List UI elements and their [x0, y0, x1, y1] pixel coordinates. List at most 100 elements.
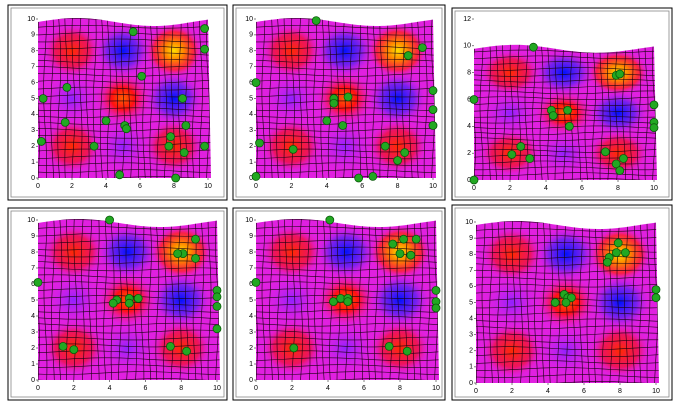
mesh-line — [38, 114, 211, 118]
mesh-line — [476, 339, 659, 344]
mesh-line — [38, 169, 211, 173]
mesh-line — [366, 219, 371, 380]
y-tick-label: 2 — [31, 345, 35, 352]
mesh-line — [38, 232, 220, 237]
mesh-line — [38, 162, 211, 167]
y-tick-label: 5 — [249, 297, 253, 304]
mesh-line — [476, 374, 659, 378]
x-tick-label: 8 — [398, 385, 402, 392]
y-tick-label: 3 — [249, 329, 253, 336]
mesh-line — [541, 221, 546, 383]
point — [615, 166, 625, 176]
mesh-line — [256, 371, 439, 375]
point — [411, 234, 421, 244]
mesh-line — [532, 44, 536, 180]
surface-blob — [43, 71, 101, 126]
point — [124, 298, 134, 308]
y-tick-label: 0 — [249, 377, 253, 384]
y-tick-label: 1 — [249, 361, 253, 368]
mesh-line — [321, 219, 326, 380]
x-tick-label: 0 — [472, 185, 476, 192]
point — [212, 301, 222, 311]
y-tick-label: 10 — [245, 16, 253, 23]
mesh-line — [474, 44, 476, 180]
mesh-line — [38, 219, 40, 380]
y-tick-label: 0 — [31, 175, 35, 182]
mesh-line — [256, 45, 436, 50]
mesh-line — [38, 288, 220, 292]
x-tick-label: 4 — [104, 183, 108, 190]
point — [399, 234, 409, 244]
x-tick-label: 6 — [580, 185, 584, 192]
mesh-line — [474, 178, 657, 180]
x-tick-label: 0 — [254, 385, 258, 392]
y-tick-label: 0 — [31, 377, 35, 384]
surface-blob — [533, 130, 595, 176]
panel-frame-inner — [235, 7, 443, 198]
point — [181, 121, 191, 130]
point — [516, 142, 526, 151]
surface-blob — [535, 323, 597, 379]
mesh-line — [256, 343, 439, 348]
surface-blob — [481, 323, 543, 379]
mesh-line — [476, 235, 659, 239]
panel-frame-inner — [10, 210, 225, 398]
mesh-line — [114, 18, 118, 179]
mesh-line — [256, 364, 439, 368]
point — [619, 154, 628, 163]
point — [567, 293, 576, 303]
mesh-line — [474, 137, 657, 141]
mesh-line — [474, 78, 657, 83]
y-tick-label: 7 — [31, 64, 35, 71]
mesh-line — [476, 269, 659, 274]
mesh-line — [305, 18, 310, 179]
mesh-line — [329, 219, 333, 380]
mesh-line — [476, 221, 478, 383]
mesh-line — [38, 378, 220, 380]
mesh-line — [476, 332, 659, 337]
point — [649, 100, 659, 110]
mesh-line — [256, 246, 439, 251]
x-tick-label: 10 — [652, 388, 660, 395]
mesh-line — [256, 239, 439, 244]
point — [428, 121, 438, 130]
x-tick-label: 4 — [326, 385, 330, 392]
mesh-line — [256, 134, 436, 139]
y-tick-label: 7 — [249, 265, 253, 272]
mesh-line — [38, 246, 220, 251]
mesh-line — [359, 219, 363, 380]
mesh-line — [142, 18, 147, 179]
mesh-line — [38, 79, 211, 84]
mesh-line — [200, 219, 204, 380]
point — [611, 159, 621, 169]
mesh-line — [646, 221, 651, 383]
y-tick-label: 10 — [27, 217, 35, 224]
y-tick-label: 7 — [469, 267, 473, 274]
mesh-line — [586, 221, 591, 383]
mesh-line — [38, 357, 220, 362]
mesh-line — [177, 219, 182, 380]
point — [62, 82, 72, 92]
mesh-line — [88, 219, 92, 380]
y-tick-label: 4 — [31, 313, 35, 320]
y-tick-label: 6 — [469, 283, 473, 290]
mesh-line — [256, 260, 439, 265]
panel: 0 1 2 3 4 5 6 7 8 9 10 0 2 4 6 8 10 — [232, 207, 446, 401]
mesh-line — [476, 262, 659, 267]
mesh-line — [38, 239, 220, 244]
mesh-line — [38, 66, 211, 70]
mesh-line — [170, 18, 175, 179]
surface-blob — [97, 320, 158, 376]
mesh-line — [118, 219, 122, 380]
x-tick-label: 2 — [70, 183, 74, 190]
point — [178, 94, 187, 103]
mesh-line — [256, 309, 439, 313]
y-tick-label: 9 — [31, 233, 35, 240]
point — [406, 250, 416, 260]
y-tick-label: 1 — [249, 159, 253, 166]
mesh-line — [38, 267, 220, 272]
y-tick-label: 2 — [31, 143, 35, 150]
mesh-line — [206, 18, 210, 179]
mesh-line — [256, 219, 258, 380]
mesh-line — [639, 221, 643, 383]
